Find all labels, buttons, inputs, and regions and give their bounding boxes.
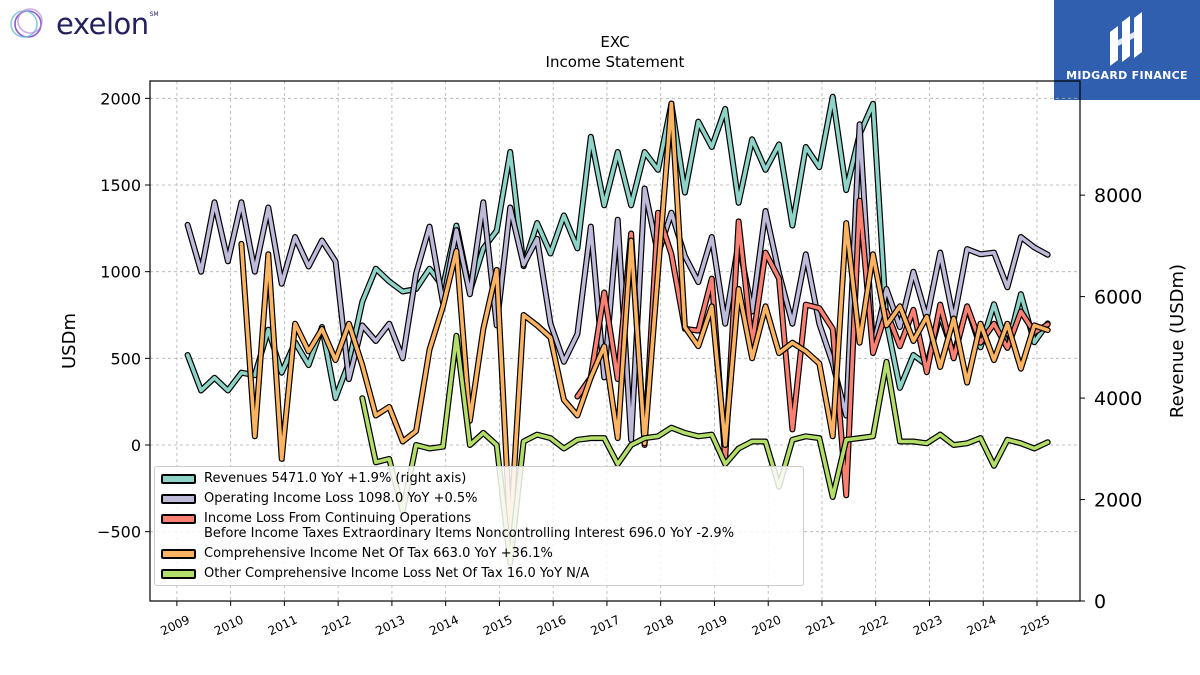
y-tick-label-right: 8000 xyxy=(1094,185,1142,207)
legend-item-operating-income: Operating Income Loss 1098.0 YoY +0.5% xyxy=(161,491,797,506)
plot-frame xyxy=(149,80,1081,602)
legend-label-operating-income: Operating Income Loss 1098.0 YoY +0.5% xyxy=(204,491,478,506)
x-tick-label: 2022 xyxy=(857,613,891,639)
y-tick-label-left: 0 xyxy=(131,436,141,455)
legend-label-revenues: Revenues 5471.0 YoY +1.9% (right axis) xyxy=(204,471,467,486)
legend-label-pretax-line1: Income Loss From Continuing Operations xyxy=(204,511,472,526)
x-tick-label: 2016 xyxy=(535,613,569,639)
legend-swatch-operating-income xyxy=(161,493,196,504)
legend-swatch-comprehensive-income xyxy=(161,548,196,559)
x-tick-label: 2025 xyxy=(1019,613,1053,639)
legend-item-revenues: Revenues 5471.0 YoY +1.9% (right axis) xyxy=(161,471,797,486)
midgard-mark-icon xyxy=(1110,12,1142,66)
chart-subtitle: Income Statement xyxy=(546,53,685,71)
legend-swatch-pretax-income xyxy=(161,513,196,524)
y-axis-label-right: Revenue (USDm) xyxy=(1167,264,1188,418)
y-tick-label-right: 6000 xyxy=(1094,287,1142,309)
x-tick-label: 2019 xyxy=(696,613,730,639)
y-tick-label-left: 2000 xyxy=(100,89,141,108)
legend-label-comprehensive-income: Comprehensive Income Net Of Tax 663.0 Yo… xyxy=(204,546,553,561)
series-line-1 xyxy=(185,122,1050,442)
midgard-brand-text: MIDGARD FINANCE xyxy=(1066,69,1188,82)
x-tick-label: 2011 xyxy=(266,613,300,639)
chart-title: EXC xyxy=(600,33,629,51)
x-tick-label: 2010 xyxy=(212,613,246,639)
y-tick-label-right: 0 xyxy=(1094,591,1106,613)
y-tick-label-right: 4000 xyxy=(1094,388,1142,410)
x-tick-label: 2020 xyxy=(750,613,784,639)
y-tick-label-right: 2000 xyxy=(1094,490,1142,512)
y-tick-label-left: 1500 xyxy=(100,176,141,195)
series-line-4 xyxy=(360,333,1050,565)
legend-item-comprehensive-income: Comprehensive Income Net Of Tax 663.0 Yo… xyxy=(161,546,797,561)
series-line-3 xyxy=(239,101,1050,537)
y-tick-label-left: 1000 xyxy=(100,263,141,282)
x-tick-label: 2013 xyxy=(373,613,407,639)
series-outline-1 xyxy=(184,121,1051,443)
legend-label-pretax-line2: Before Income Taxes Extraordinary Items … xyxy=(204,526,735,541)
exelon-brand-text: exelon xyxy=(56,7,149,41)
y-axis-label-left: USDm xyxy=(59,313,80,369)
axes: 2009 2010 2011 2012 2013 2014 2015 2016 2017 2018… xyxy=(97,89,1142,638)
x-tick-label: 2009 xyxy=(158,613,192,639)
series-lines xyxy=(184,93,1051,566)
chart-legend: Revenues 5471.0 YoY +1.9% (right axis) O… xyxy=(154,466,804,586)
exelon-logo: exelon SM xyxy=(6,4,159,44)
legend-swatch-revenues xyxy=(161,473,196,484)
exelon-mark-icon xyxy=(10,8,43,38)
x-tick-label: 2021 xyxy=(803,613,837,639)
x-tick-label: 2015 xyxy=(481,613,515,639)
x-tick-label: 2023 xyxy=(911,613,945,639)
legend-label-pretax-income: Income Loss From Continuing Operations B… xyxy=(204,511,734,541)
midgard-finance-logo: MIDGARD FINANCE xyxy=(1054,0,1200,100)
y-tick-label-left: −500 xyxy=(97,523,141,542)
service-mark: SM xyxy=(149,10,159,18)
x-tick-label: 2017 xyxy=(588,613,622,639)
legend-swatch-other-comprehensive xyxy=(161,568,196,579)
legend-item-other-comprehensive: Other Comprehensive Income Loss Net Of T… xyxy=(161,566,797,581)
x-tick-label: 2018 xyxy=(642,613,676,639)
x-tick-label: 2024 xyxy=(965,613,999,639)
x-tick-label: 2014 xyxy=(427,613,461,639)
series-line-0 xyxy=(185,94,1050,400)
legend-item-pretax-income: Income Loss From Continuing Operations B… xyxy=(161,511,797,541)
legend-label-other-comprehensive: Other Comprehensive Income Loss Net Of T… xyxy=(204,566,590,581)
series-line-2 xyxy=(575,198,1050,498)
y-tick-label-left: 500 xyxy=(110,349,141,368)
x-tick-label: 2012 xyxy=(320,613,354,639)
